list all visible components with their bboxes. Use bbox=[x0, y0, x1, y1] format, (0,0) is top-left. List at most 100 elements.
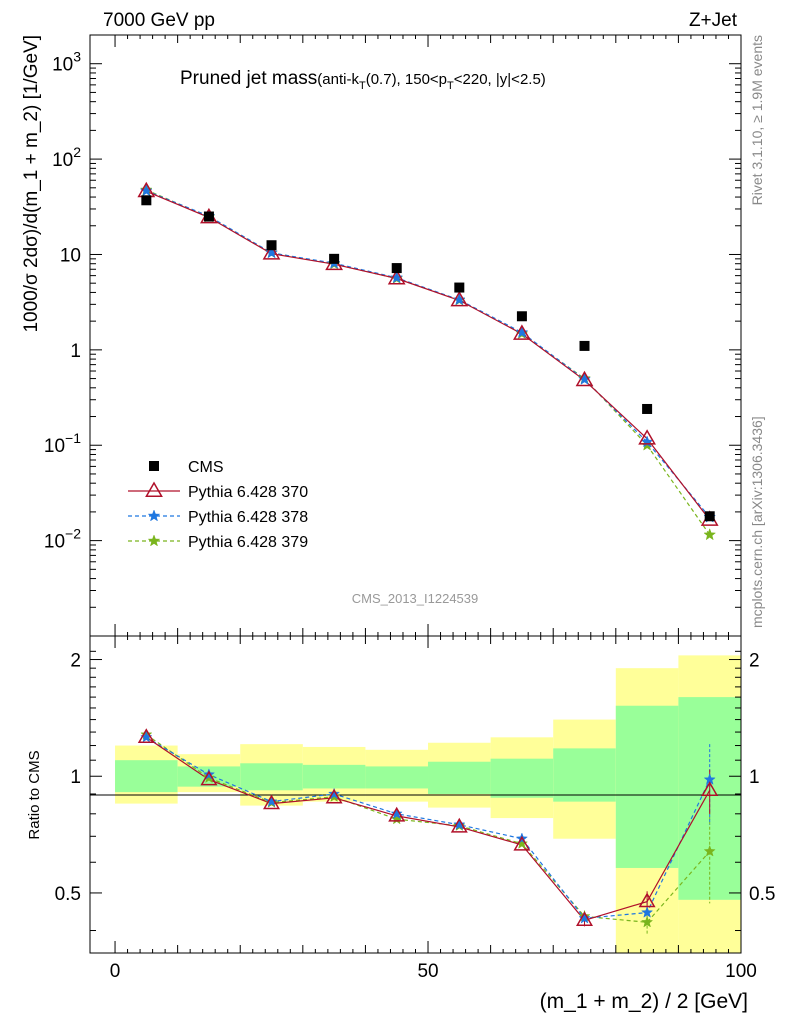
ratio-y-tick-label: 2 bbox=[70, 651, 81, 672]
star-marker bbox=[147, 534, 161, 547]
triangle-marker bbox=[325, 788, 343, 804]
star-marker bbox=[578, 911, 591, 924]
analysis-id: CMS_2013_I1224539 bbox=[352, 591, 479, 606]
star-marker bbox=[641, 915, 654, 928]
x-tick-label: 0 bbox=[110, 961, 121, 982]
x-tick-label: 100 bbox=[725, 961, 757, 982]
green-band bbox=[553, 748, 616, 802]
series-line bbox=[146, 190, 711, 518]
top-panel-data bbox=[137, 181, 719, 541]
triangle-marker bbox=[263, 794, 280, 810]
y-tick-label-base: 1 bbox=[70, 341, 81, 362]
star-marker bbox=[453, 818, 466, 830]
triangle-marker bbox=[450, 817, 468, 833]
legend-label: Pythia 6.428 370 bbox=[188, 484, 308, 501]
triangle-marker bbox=[638, 429, 656, 445]
ratio-y-tick-label-right: 0.5 bbox=[749, 884, 775, 905]
triangle-marker bbox=[576, 911, 593, 926]
process-label: Z+Jet bbox=[689, 10, 738, 31]
ratio-y-tick-label: 1 bbox=[70, 767, 81, 788]
y-tick-label: 1 bbox=[70, 341, 81, 362]
plot-title: Pruned jet mass(anti-kT(0.7), 150<pT<220… bbox=[180, 68, 546, 92]
ratio-y-axis-label: Ratio to CMS bbox=[26, 750, 43, 839]
title-sub-e: <220, |y|<2.5) bbox=[454, 71, 546, 88]
title-sub-a: (anti-k bbox=[317, 71, 359, 88]
ratio-panel-tick-labels: 0.5 0.5 1 1 2 2 0 50 100 bbox=[55, 651, 776, 982]
triangle-marker bbox=[387, 268, 406, 285]
green-band bbox=[240, 763, 303, 791]
triangle-marker bbox=[137, 728, 155, 744]
y-tick-label-exp: 2 bbox=[73, 144, 81, 160]
y-tick-label-base: 10 bbox=[52, 150, 73, 171]
triangle-marker bbox=[701, 781, 719, 796]
star-marker bbox=[147, 509, 161, 522]
square-marker bbox=[266, 240, 277, 251]
ratio-y-tick-label-right: 1 bbox=[749, 767, 760, 788]
green-band bbox=[365, 766, 429, 789]
triangle-marker bbox=[513, 835, 531, 851]
ratio-y-tick-label-right: 2 bbox=[749, 651, 760, 672]
square-marker bbox=[454, 282, 465, 293]
y-tick-label: 103 bbox=[52, 49, 81, 76]
ratio-panel-ticks bbox=[90, 636, 742, 953]
title-sub-c: (0.7), 150<p bbox=[366, 71, 447, 88]
star-marker bbox=[265, 246, 278, 259]
star-marker bbox=[202, 768, 216, 780]
triangle-marker bbox=[388, 806, 406, 822]
y-tick-label-base: 10 bbox=[60, 245, 81, 266]
legend-label: Pythia 6.428 378 bbox=[188, 509, 308, 526]
star-marker bbox=[703, 528, 717, 541]
y-tick-label-base: 10 bbox=[52, 55, 73, 76]
green-band bbox=[615, 705, 679, 868]
square-marker bbox=[516, 311, 527, 322]
top-y-axis-label: 1000/σ 2dσ)/d(m_1 + m_2) [1/GeV] bbox=[21, 35, 42, 333]
y-tick-label: 102 bbox=[52, 144, 81, 171]
ratio-line bbox=[145, 736, 711, 919]
star-marker bbox=[390, 271, 404, 284]
energy-label: 7000 GeV pp bbox=[103, 10, 215, 31]
star-marker bbox=[390, 807, 403, 819]
mcplots-label: mcplots.cern.ch [arXiv:1306.3436] bbox=[749, 416, 765, 628]
star-marker bbox=[515, 325, 529, 338]
square-marker bbox=[141, 195, 152, 206]
y-tick-label: 10−1 bbox=[44, 430, 81, 457]
square-marker bbox=[391, 263, 402, 274]
triangle-marker bbox=[200, 770, 218, 786]
triangle-marker bbox=[145, 481, 163, 497]
square-marker bbox=[579, 340, 590, 351]
y-tick-label-base: 10 bbox=[44, 532, 65, 553]
star-marker bbox=[578, 372, 591, 385]
square-marker bbox=[149, 461, 159, 471]
ratio-panel-data bbox=[137, 728, 719, 935]
legend-label: Pythia 6.428 379 bbox=[188, 534, 308, 551]
green-band bbox=[428, 761, 491, 794]
square-marker bbox=[704, 511, 715, 522]
green-band bbox=[115, 760, 178, 793]
title-sub-d: T bbox=[447, 80, 454, 92]
y-tick-label-exp: 3 bbox=[73, 49, 81, 65]
y-tick-label-exp: −1 bbox=[65, 430, 81, 446]
star-marker bbox=[515, 837, 528, 849]
triangle-marker bbox=[450, 290, 469, 307]
square-marker bbox=[642, 403, 653, 414]
rivet-label: Rivet 3.1.10, ≥ 1.9M events bbox=[749, 35, 765, 205]
y-tick-label-exp: −2 bbox=[65, 526, 81, 542]
green-band bbox=[302, 764, 366, 789]
triangle-marker bbox=[513, 324, 531, 340]
series-line bbox=[146, 190, 711, 521]
x-tick-label: 50 bbox=[417, 961, 438, 982]
star-marker bbox=[328, 787, 341, 800]
legend: CMS Pythia 6.428 370 Pythia 6.428 378 Pythi… bbox=[128, 459, 308, 551]
triangle-marker bbox=[575, 370, 594, 387]
star-marker bbox=[641, 906, 654, 918]
star-marker bbox=[202, 771, 216, 784]
y-tick-label-base: 10 bbox=[44, 436, 65, 457]
star-marker bbox=[139, 184, 153, 197]
top-panel-ticks bbox=[90, 34, 742, 637]
star-marker bbox=[452, 293, 466, 306]
ratio-line bbox=[145, 736, 711, 921]
triangle-marker bbox=[638, 892, 656, 908]
